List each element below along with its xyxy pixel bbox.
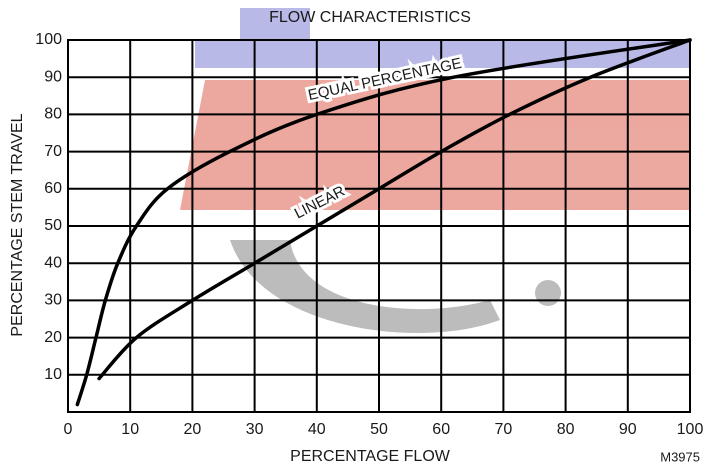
x-tick-label: 50 (370, 421, 388, 438)
y-axis-label: PERCENTAGE STEM TRAVEL (9, 113, 26, 336)
annotation: M3975 (660, 449, 700, 464)
x-axis-label: PERCENTAGE FLOW (290, 448, 451, 465)
y-tick-label: 80 (44, 106, 62, 123)
x-tick-label: 80 (557, 421, 575, 438)
x-tick-label: 60 (432, 421, 450, 438)
x-tick-label: 90 (619, 421, 637, 438)
y-tick-label: 10 (44, 366, 62, 383)
x-tick-label: 100 (677, 421, 704, 438)
y-tick-label: 40 (44, 254, 62, 271)
y-tick-label: 90 (44, 68, 62, 85)
watermark-band (180, 80, 690, 210)
y-tick-label: 20 (44, 329, 62, 346)
chart: FLOW CHARACTERISTICS PERCENTAGE FLOW PER… (0, 0, 707, 471)
y-tick-label: 60 (44, 180, 62, 197)
x-tick-label: 70 (495, 421, 513, 438)
watermark (180, 8, 690, 333)
y-tick-label: 50 (44, 217, 62, 234)
x-tick-label: 0 (64, 421, 73, 438)
y-tick-label: 70 (44, 143, 62, 160)
chart-title: FLOW CHARACTERISTICS (269, 9, 471, 26)
y-tick-label: 100 (35, 31, 62, 48)
x-tick-label: 30 (246, 421, 264, 438)
y-tick-label: 30 (44, 292, 62, 309)
x-tick-label: 20 (184, 421, 202, 438)
x-tick-label: 10 (121, 421, 139, 438)
x-tick-label: 40 (308, 421, 326, 438)
watermark-dot (535, 280, 561, 306)
